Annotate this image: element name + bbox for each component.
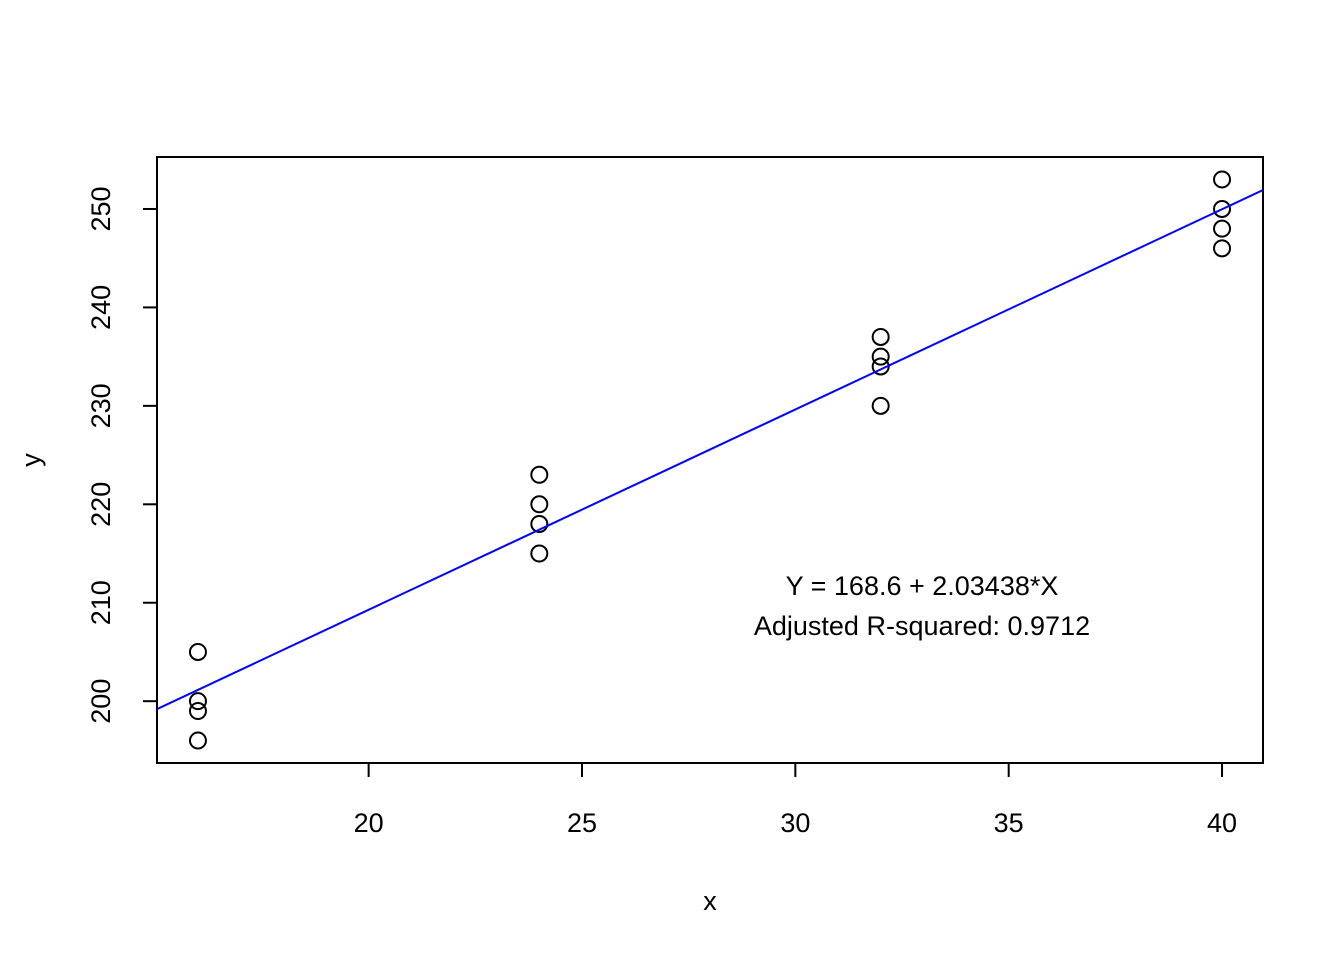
annotation: Adjusted R-squared: 0.9712 bbox=[754, 611, 1090, 641]
y-tick-label: 200 bbox=[86, 679, 116, 724]
point bbox=[530, 465, 549, 484]
x-tick-label: 20 bbox=[354, 808, 384, 838]
fit-group bbox=[157, 189, 1263, 710]
y-tick-label: 210 bbox=[86, 580, 116, 625]
y-tick-label: 220 bbox=[86, 482, 116, 527]
y-tick-label: 240 bbox=[86, 285, 116, 330]
y-tick-label: 230 bbox=[86, 383, 116, 428]
plot-frame bbox=[156, 156, 1264, 764]
point bbox=[871, 347, 890, 366]
point bbox=[530, 495, 549, 514]
point bbox=[1213, 170, 1232, 189]
y-tick-label: 250 bbox=[86, 186, 116, 231]
point bbox=[188, 731, 207, 750]
x-tick-label: 40 bbox=[1207, 808, 1237, 838]
x-axis-label: x bbox=[703, 886, 717, 916]
point bbox=[188, 702, 207, 721]
point bbox=[188, 692, 207, 711]
point bbox=[871, 396, 890, 415]
x-tick-label: 30 bbox=[780, 808, 810, 838]
annotation: Y = 168.6 + 2.03438*X bbox=[786, 571, 1059, 601]
point bbox=[188, 642, 207, 661]
point bbox=[871, 327, 890, 346]
x-tick-label: 35 bbox=[994, 808, 1024, 838]
point bbox=[530, 514, 549, 533]
point bbox=[1213, 239, 1232, 258]
y-axis-label: y bbox=[16, 453, 46, 467]
point bbox=[530, 544, 549, 563]
point bbox=[1213, 219, 1232, 238]
point bbox=[1213, 199, 1232, 218]
x-tick-label: 25 bbox=[567, 808, 597, 838]
regression-line bbox=[157, 189, 1263, 710]
